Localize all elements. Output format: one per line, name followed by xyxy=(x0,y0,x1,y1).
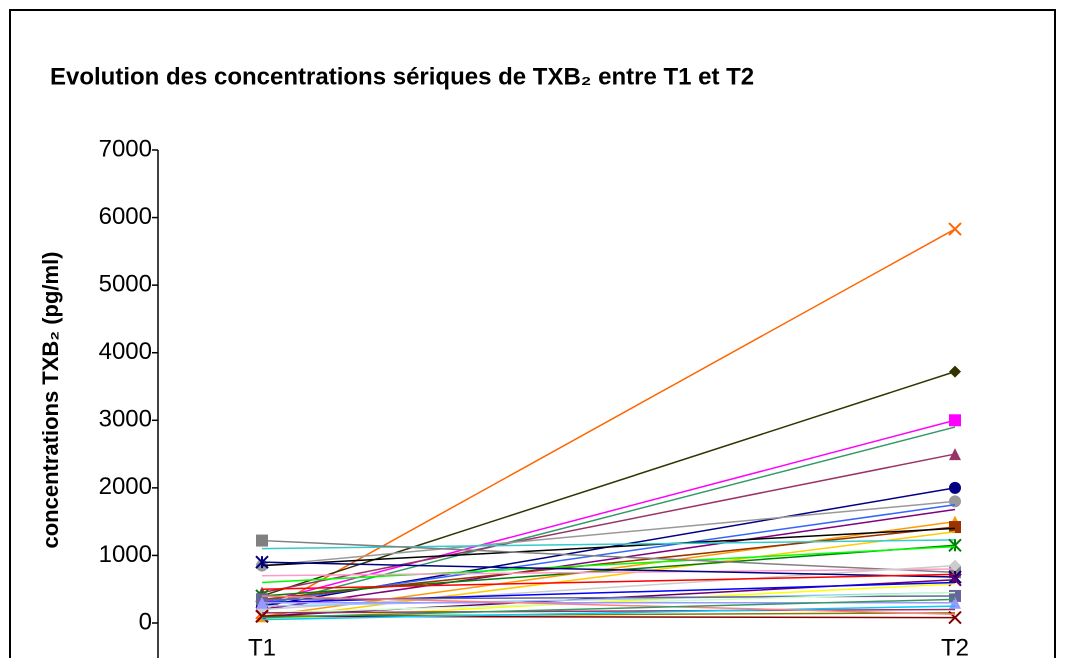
series-line xyxy=(261,615,956,619)
chart-border xyxy=(9,9,1056,658)
marker xyxy=(949,481,961,494)
series-line xyxy=(261,612,956,617)
y-axis-label: concentrations TXB₂ (pg/ml) xyxy=(38,251,63,548)
series-line xyxy=(261,608,956,614)
y-tick-label: 3000 xyxy=(99,406,152,433)
series-line xyxy=(261,539,956,550)
y-tick-label: 2000 xyxy=(99,473,152,500)
marker xyxy=(949,521,961,534)
series-line xyxy=(261,591,956,607)
series-line xyxy=(261,527,956,567)
y-tick-label: 4000 xyxy=(99,338,152,365)
series-line xyxy=(261,426,956,607)
y-tick-label: 0 xyxy=(139,608,152,635)
y-tick-label: 1000 xyxy=(99,541,152,568)
series-line xyxy=(261,539,956,574)
marker xyxy=(255,555,269,569)
marker xyxy=(949,495,961,508)
series-line xyxy=(261,598,956,619)
series-line xyxy=(261,573,956,590)
series-line xyxy=(261,583,956,621)
marker xyxy=(949,414,961,427)
y-tick-label: 6000 xyxy=(99,203,152,230)
series-line xyxy=(261,419,956,604)
x-tick-label: T2 xyxy=(941,634,969,658)
series-line xyxy=(261,595,956,615)
series-line xyxy=(261,605,956,621)
marker xyxy=(948,538,962,553)
marker xyxy=(948,222,962,236)
series-line xyxy=(261,544,956,597)
marker xyxy=(949,365,961,378)
marker xyxy=(256,534,268,547)
series-line xyxy=(261,228,956,614)
series-line xyxy=(261,370,956,597)
marker xyxy=(949,559,961,572)
y-tick-label: 7000 xyxy=(99,135,152,162)
series-line xyxy=(261,508,956,611)
y-tick-label: 5000 xyxy=(99,270,152,297)
series-line xyxy=(261,500,956,567)
chart-title: Evolution des concentrations sériques de… xyxy=(50,63,754,90)
x-tick-label: T1 xyxy=(248,634,276,658)
marker xyxy=(949,448,961,461)
series-line xyxy=(261,561,956,578)
series-line xyxy=(261,453,956,594)
marker xyxy=(256,596,268,609)
series-line xyxy=(261,568,956,577)
series-line xyxy=(261,545,956,584)
series-line xyxy=(261,531,956,621)
